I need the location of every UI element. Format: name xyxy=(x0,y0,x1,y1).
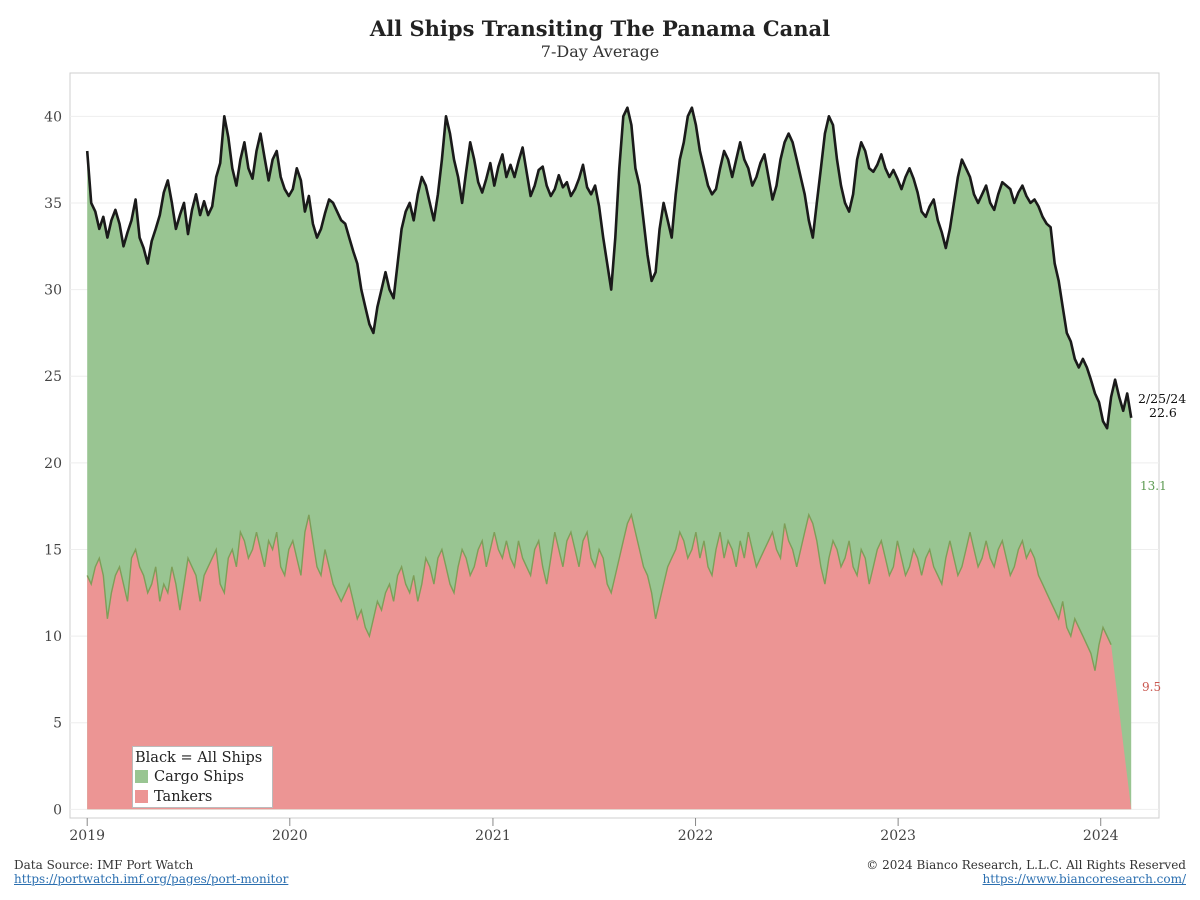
end-all-ships-value: 22.6 xyxy=(1149,405,1177,420)
y-tick-label: 40 xyxy=(44,109,62,125)
y-tick-label: 30 xyxy=(44,283,62,299)
footer-copyright: © 2024 Bianco Research, L.L.C. All Right… xyxy=(866,858,1186,886)
end-cargo-value: 13.1 xyxy=(1140,479,1167,493)
legend-tankers: Tankers xyxy=(135,788,212,806)
chart-subtitle: 7-Day Average xyxy=(540,42,660,61)
legend-all-ships: Black = All Ships xyxy=(135,750,263,766)
end-tankers-value: 9.5 xyxy=(1142,680,1162,694)
y-tick-label: 5 xyxy=(53,716,62,732)
x-tick-label: 2023 xyxy=(880,828,916,844)
y-tick-label: 35 xyxy=(44,196,62,212)
x-tick-label: 2020 xyxy=(272,828,308,844)
chart-title: All Ships Transiting The Panama Canal xyxy=(369,16,831,41)
x-tick-label: 2022 xyxy=(678,828,714,844)
legend-cargo: Cargo Ships xyxy=(135,768,244,786)
tankers-line xyxy=(86,512,1112,671)
legend-tankers-label: Tankers xyxy=(154,789,213,805)
all-ships-line xyxy=(85,106,1133,430)
y-tick-label: 20 xyxy=(44,456,62,472)
legend-tankers-swatch xyxy=(135,790,148,803)
legend-cargo-label: Cargo Ships xyxy=(154,769,244,785)
x-tick-label: 2021 xyxy=(475,828,511,844)
footer-source: Data Source: IMF Port Watch https://port… xyxy=(14,858,288,886)
tankers-area xyxy=(87,514,1132,810)
y-tick-label: 0 xyxy=(53,802,62,818)
source-link[interactable]: https://portwatch.imf.org/pages/port-mon… xyxy=(14,872,289,886)
x-tick-label: 2024 xyxy=(1083,828,1119,844)
y-tick-label: 10 xyxy=(44,629,62,645)
end-date-label: 2/25/24 xyxy=(1138,391,1187,406)
x-tick-label: 2019 xyxy=(69,828,105,844)
source-label: Data Source: IMF Port Watch xyxy=(14,858,194,872)
legend-cargo-swatch xyxy=(135,770,148,783)
y-tick-label: 15 xyxy=(44,542,62,558)
site-link[interactable]: https://www.biancoresearch.com/ xyxy=(982,872,1186,886)
copyright-text: © 2024 Bianco Research, L.L.C. All Right… xyxy=(866,858,1186,872)
y-tick-label: 25 xyxy=(44,369,62,385)
legend: Black = All Ships Cargo Ships Tankers xyxy=(132,746,273,808)
